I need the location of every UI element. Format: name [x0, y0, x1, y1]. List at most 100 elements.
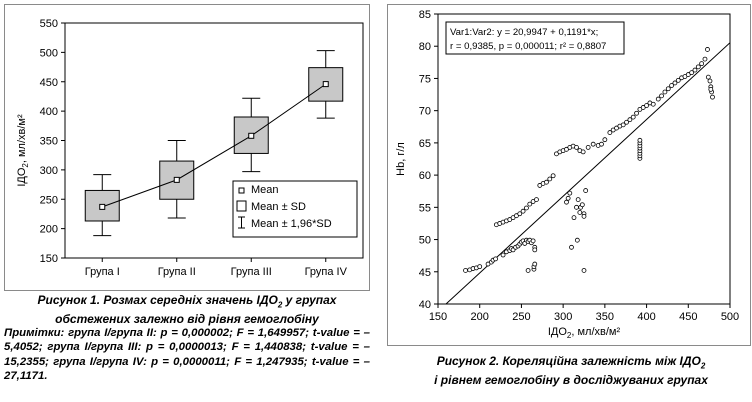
scatter-point — [534, 197, 539, 203]
mean-marker — [99, 203, 106, 210]
scatter-point — [599, 141, 604, 147]
scatter-point — [705, 74, 711, 80]
scatter-point — [699, 61, 705, 67]
y-tick-label: 75 — [419, 73, 431, 85]
scatter-point — [565, 195, 571, 201]
figure-2-caption-sub: 2 — [700, 361, 706, 371]
scatter-point — [624, 119, 629, 125]
y-tick-label: 40 — [419, 299, 431, 311]
y-axis-label: IДО2, мл/хв/м² — [16, 114, 30, 187]
legend-sd-marker — [236, 200, 247, 212]
scatter-point — [550, 173, 556, 179]
mean-marker — [322, 81, 329, 88]
y-tick-label: 80 — [419, 41, 431, 53]
scatter-point — [525, 268, 531, 273]
x-tick-label: 300 — [554, 311, 572, 323]
y-tick-label: 250 — [40, 194, 58, 206]
scatter-point — [527, 201, 533, 207]
boxplot-chart: 150 200 250 300 350 400 450 500 550 Група I Група … — [16, 18, 364, 278]
figure-2-caption-lead: Рисунок 2. Кореляційна залежність між IД… — [436, 354, 701, 368]
scatter-point — [708, 87, 714, 92]
scatter-point — [517, 211, 523, 217]
scatter-point — [637, 137, 643, 143]
scatter-point — [607, 130, 613, 135]
legend-sd-label: Mean ± SD — [251, 201, 306, 213]
legend-box — [232, 180, 358, 238]
figure-1-caption-tail: у групах обстежених залежно від рівня ге… — [55, 293, 337, 327]
legend-mean-label: Mean — [251, 184, 279, 196]
regression-line — [445, 42, 730, 304]
boxplot-panel: 150 200 250 300 350 400 450 500 550 Група I Група … — [4, 4, 370, 291]
x-tick-label: Група IV — [305, 266, 348, 278]
scatter-point — [602, 137, 608, 143]
scatter-point — [581, 213, 587, 219]
y-tick-label: 70 — [419, 106, 431, 118]
scatter-point — [579, 202, 585, 208]
scatter-point — [500, 252, 506, 258]
scatter-point — [705, 47, 710, 52]
x-tick-label: 250 — [512, 311, 530, 323]
equation-line-2: r = 0,9385, p = 0,000011; r² = 0,8807 — [450, 41, 606, 52]
scatter-point — [590, 141, 596, 147]
scatter-point — [567, 190, 573, 196]
y-tick-label: 150 — [40, 253, 58, 265]
y-tick-label: 60 — [419, 170, 431, 182]
figure-1-caption: Рисунок 1. Розмах середніх значень IДО2 … — [4, 293, 370, 327]
y-tick-label: 85 — [419, 9, 431, 21]
y-tick-label: 45 — [419, 267, 431, 279]
scatter-point — [530, 238, 536, 244]
x-tick-label: Група I — [85, 266, 120, 278]
scatter-point — [569, 244, 574, 250]
figure-2-caption-tail: і рівнем гемоглобіну в досліджуваних гру… — [434, 373, 708, 388]
y-tick-label: 300 — [40, 165, 58, 177]
scatter-point — [669, 83, 675, 88]
y-tick-label: 200 — [40, 224, 58, 236]
scatter-point — [583, 188, 589, 193]
y-tick-label: 350 — [40, 136, 58, 148]
scatter-point — [574, 204, 579, 210]
scatter-point — [532, 247, 538, 253]
equation-box — [445, 21, 625, 55]
x-tick-label: 500 — [721, 311, 739, 323]
scatter-point — [655, 96, 661, 102]
x-tick-label: 350 — [596, 311, 614, 323]
scatter-point — [477, 264, 483, 270]
x-tick-label: Група II — [158, 266, 196, 278]
y-tick-label: 55 — [419, 202, 431, 214]
scatter-point — [710, 94, 715, 100]
scatter-point — [630, 114, 636, 120]
x-tick-label: 450 — [679, 311, 697, 323]
figure-1-caption-sub: 2 — [277, 300, 283, 310]
scatter-point — [634, 110, 639, 116]
scatter-point — [581, 268, 587, 273]
y-tick-label: 50 — [419, 235, 431, 247]
scatter-point — [493, 256, 498, 262]
scatter-point — [662, 89, 668, 95]
y-tick-label: 400 — [40, 106, 58, 118]
mean-marker — [248, 132, 255, 139]
scatter-point — [650, 101, 656, 107]
x-tick-label: 150 — [429, 311, 447, 323]
x-tick-label: 400 — [637, 311, 655, 323]
scatter-point — [659, 93, 664, 99]
scatter-point — [702, 56, 708, 62]
figure-1-caption-lead: Рисунок 1. Розмах середніх значень IДО — [37, 293, 278, 307]
figure-1-notes: Примітки: група I/група II: p = 0,000002… — [4, 327, 370, 383]
x-axis-label: IДО2, мл/хв/м² — [548, 326, 621, 340]
scatter-point — [707, 78, 713, 84]
equation-line-1: Var1:Var2: y = 20,9947 + 0,1191*x; — [450, 27, 598, 38]
y-tick-label: 550 — [40, 18, 58, 30]
scatter-point — [524, 205, 529, 211]
legend-mean-marker — [238, 187, 245, 194]
scatter-point — [692, 67, 698, 73]
scatter-point — [532, 261, 538, 267]
figure-2-caption: Рисунок 2. Кореляційна залежність між IД… — [396, 354, 746, 388]
x-tick-label: Група III — [231, 266, 272, 278]
scatter-point — [665, 86, 671, 92]
scatter-point — [695, 64, 701, 70]
scatter-point — [644, 103, 649, 108]
y-tick-label: 450 — [40, 77, 58, 89]
scatter-point — [620, 122, 626, 128]
scatter-point — [675, 77, 681, 83]
scatter-point — [575, 197, 581, 203]
